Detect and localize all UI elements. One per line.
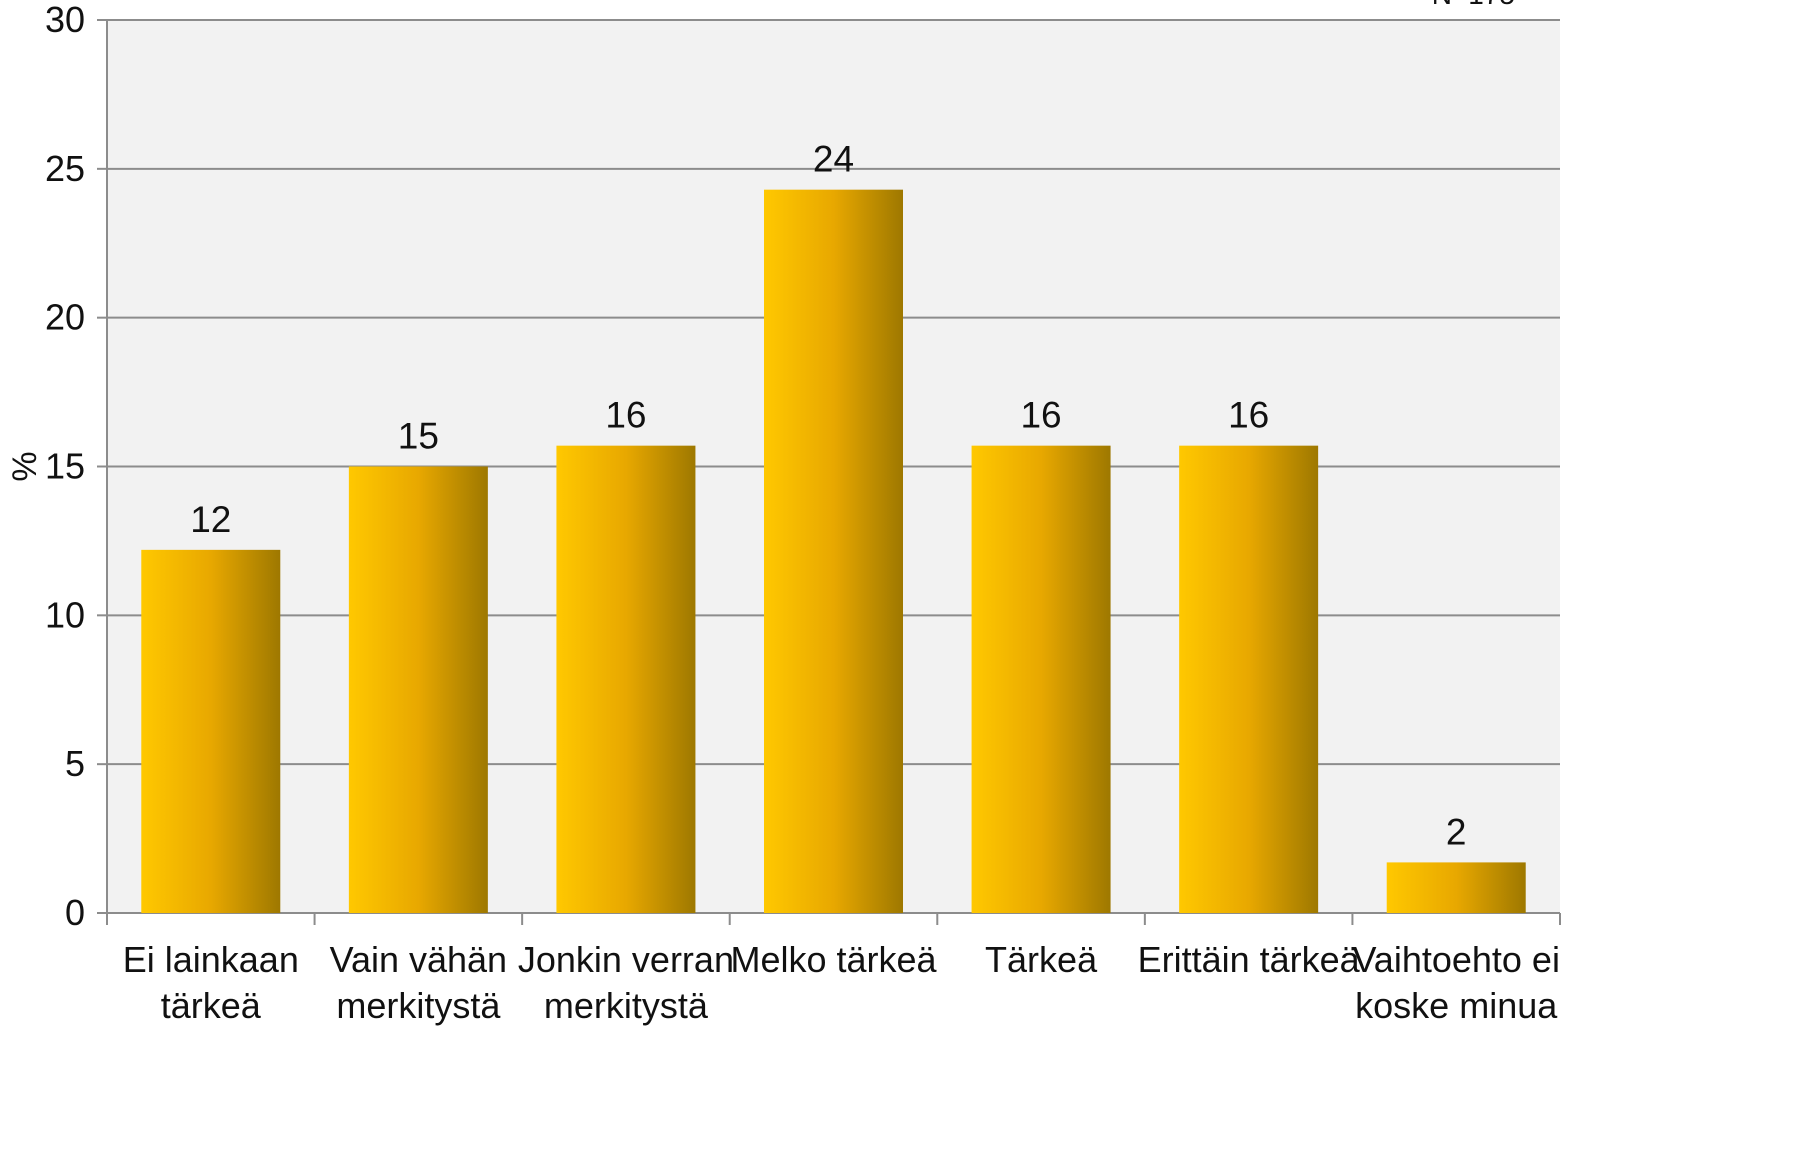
x-tick-label: Vain vähän — [330, 939, 507, 980]
x-tick-label: Jonkin verran — [518, 939, 734, 980]
bar — [556, 445, 696, 913]
x-tick-label: koske minua — [1355, 985, 1558, 1026]
y-tick-label: 10 — [45, 594, 85, 635]
bar — [971, 445, 1111, 913]
bar — [1179, 445, 1319, 913]
x-tick-label: tärkeä — [161, 985, 262, 1026]
data-label: 16 — [1228, 395, 1269, 436]
x-tick-label: Melko tärkeä — [730, 939, 937, 980]
bars — [141, 189, 1526, 914]
bar — [764, 189, 903, 914]
data-label: 12 — [190, 499, 231, 540]
y-tick-label: 15 — [45, 446, 85, 487]
y-tick-label: 30 — [45, 0, 85, 40]
y-tick-label: 5 — [65, 743, 85, 784]
bar — [141, 549, 281, 913]
bar — [1386, 862, 1526, 913]
y-tick-label: 0 — [65, 892, 85, 933]
x-tick-label: Erittäin tärkeä — [1138, 939, 1361, 980]
data-label: 16 — [605, 395, 646, 436]
x-tick-label: merkitystä — [544, 985, 709, 1026]
sample-size-note: N=175 — [1432, 0, 1515, 10]
labels: 0 5 10 15 20 25 30 12 Ei lainkaan tärkeä 15 Vain vä… — [45, 0, 1560, 1026]
data-label: 2 — [1446, 811, 1467, 852]
x-tick-label: Tärkeä — [985, 939, 1098, 980]
data-label: 16 — [1020, 395, 1061, 436]
y-axis-title: % — [6, 451, 44, 481]
y-tick-label: 25 — [45, 148, 85, 189]
data-label: 24 — [813, 139, 854, 180]
x-tick-label: Ei lainkaan — [123, 939, 299, 980]
data-label: 15 — [398, 416, 439, 457]
y-tick-label: 20 — [45, 297, 85, 338]
x-tick-label: Vaihtoehto ei — [1352, 939, 1560, 980]
bar — [348, 466, 488, 913]
x-tick-label: merkitystä — [336, 985, 501, 1026]
